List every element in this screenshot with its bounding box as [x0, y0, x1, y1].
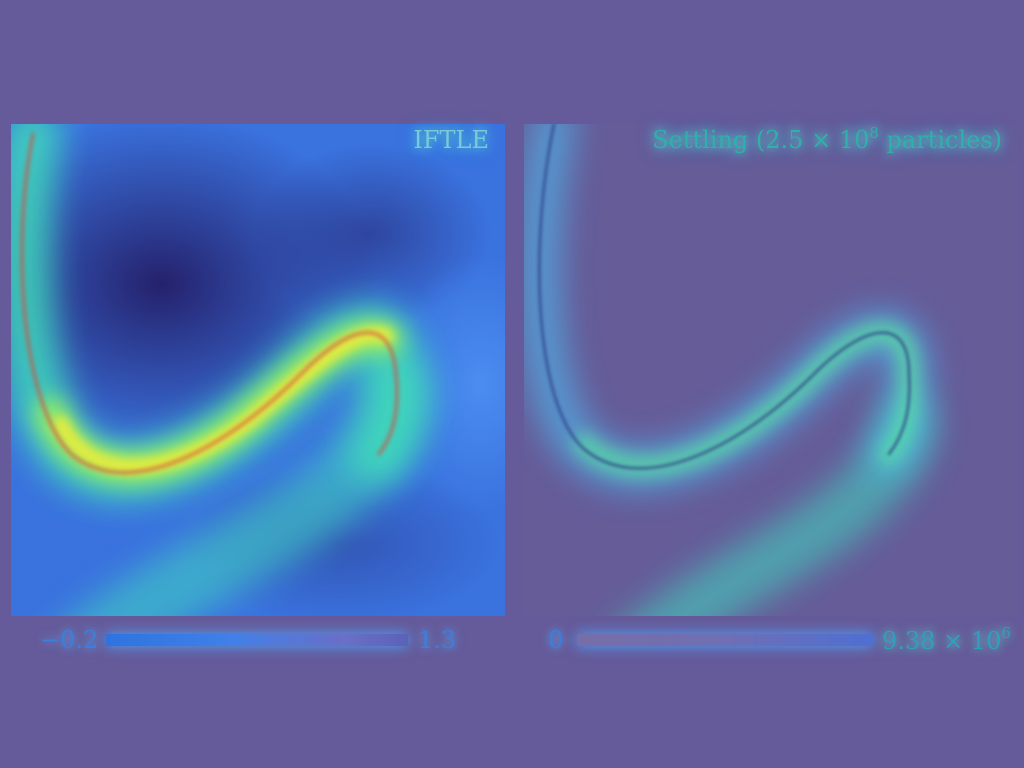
settling-colorbar-max-label: 9.38 × 106 — [882, 624, 1011, 655]
iftle-colorbar-max-label: 1.3 — [418, 626, 457, 654]
settling-colorbar — [577, 634, 873, 646]
settling-colorbar-max-mantissa: 9.38 × 10 — [882, 627, 1002, 655]
settling-colorbar-min-label: 0 — [548, 626, 564, 654]
settling-title: Settling (2.5 × 108 particles) — [652, 124, 1002, 154]
iftle-field — [11, 124, 505, 616]
settling-colorbar-max-exponent: 6 — [1001, 624, 1011, 642]
settling-title-prefix: Settling (2.5 × 10 — [652, 126, 870, 154]
settling-title-suffix: particles) — [878, 126, 1002, 154]
iftle-colorbar-min-label: −0.2 — [40, 626, 99, 654]
iftle-panel — [11, 124, 505, 616]
settling-field — [524, 124, 1018, 616]
iftle-title: IFTLE — [413, 126, 489, 154]
iftle-ridge-line — [20, 132, 399, 474]
iftle-colorbar — [106, 634, 408, 646]
iftle-mid-region — [391, 254, 505, 514]
settling-panel — [524, 124, 1018, 616]
settling-title-exponent: 8 — [869, 124, 879, 142]
settling-curve-line — [538, 124, 911, 470]
